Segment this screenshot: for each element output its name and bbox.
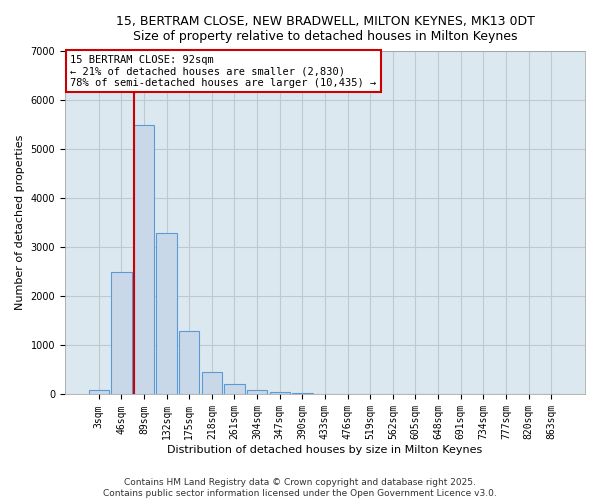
Bar <box>134 124 154 394</box>
Text: Contains HM Land Registry data © Crown copyright and database right 2025.
Contai: Contains HM Land Registry data © Crown c… <box>103 478 497 498</box>
Bar <box>157 232 177 394</box>
X-axis label: Distribution of detached houses by size in Milton Keynes: Distribution of detached houses by size … <box>167 445 482 455</box>
Bar <box>202 372 222 394</box>
Bar <box>111 272 131 394</box>
Bar <box>179 330 199 394</box>
Text: 15 BERTRAM CLOSE: 92sqm
← 21% of detached houses are smaller (2,830)
78% of semi: 15 BERTRAM CLOSE: 92sqm ← 21% of detache… <box>70 54 376 88</box>
Y-axis label: Number of detached properties: Number of detached properties <box>15 135 25 310</box>
Bar <box>247 390 267 394</box>
Bar <box>269 392 290 394</box>
Bar <box>224 384 245 394</box>
Title: 15, BERTRAM CLOSE, NEW BRADWELL, MILTON KEYNES, MK13 0DT
Size of property relati: 15, BERTRAM CLOSE, NEW BRADWELL, MILTON … <box>116 15 535 43</box>
Bar <box>89 390 109 394</box>
